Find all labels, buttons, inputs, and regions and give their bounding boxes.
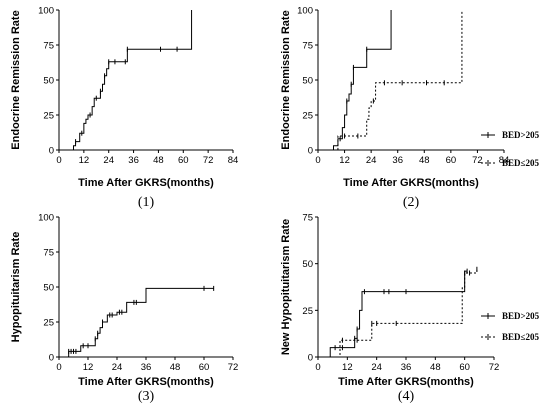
y-tick-label-1-1: 25 <box>43 111 54 122</box>
plot-area-2: 0 12 24 36 48 60 72 84 0 25 50 75 100 <box>297 6 509 167</box>
x-tick-label-1-5: 60 <box>178 155 189 166</box>
caption-3: (3) <box>138 389 155 404</box>
legend-label-4-1: BED>205 <box>502 311 540 321</box>
x-tick-label-3-1: 12 <box>83 362 94 373</box>
plot-area-1: 0 12 24 36 48 60 72 84 0 25 50 75 100 <box>38 6 238 167</box>
y-tick-label-3-3: 75 <box>43 248 54 259</box>
y-tick-label-1-2: 50 <box>43 76 54 87</box>
series-line-3-1 <box>59 287 214 358</box>
y-tick-label-4-3: 75 <box>302 213 313 224</box>
legend-entry-4-1: BED>205 <box>481 311 540 321</box>
x-tick-label-4-2: 24 <box>371 362 382 373</box>
x-tick-label-1-3: 36 <box>128 155 139 166</box>
y-tick-label-2-2: 50 <box>302 76 313 87</box>
series-line-4-2 <box>318 269 478 358</box>
y-tick-label-2-4: 100 <box>297 6 313 17</box>
legend-label-2-1: BED>205 <box>502 130 540 140</box>
series-line-2-2 <box>318 10 463 151</box>
y-tick-label-4-0: 0 <box>308 353 313 364</box>
x-tick-label-3-6: 72 <box>228 362 239 373</box>
xlabel-4: Time After GKRS(months) <box>338 376 474 388</box>
legend-entry-4-2: BED≤205 <box>481 332 539 342</box>
series-line-4-1 <box>318 270 468 358</box>
series-line-2-1 <box>318 10 392 151</box>
plot-area-3: 0 12 24 36 48 60 72 0 25 50 75 100 <box>38 213 238 374</box>
x-tick-label-4-1: 12 <box>342 362 353 373</box>
y-tick-label-3-4: 100 <box>38 213 54 224</box>
x-tick-label-1-2: 24 <box>103 155 114 166</box>
y-tick-label-3-0: 0 <box>49 353 54 364</box>
x-tick-label-4-3: 36 <box>401 362 412 373</box>
legend-4: BED>205 BED≤205 <box>481 311 540 342</box>
x-tick-label-2-5: 60 <box>446 155 457 166</box>
x-tick-label-3-0: 0 <box>56 362 61 373</box>
x-tick-label-2-7: 84 <box>499 155 510 166</box>
x-tick-label-3-4: 48 <box>170 362 181 373</box>
y-tick-label-1-3: 75 <box>43 41 54 52</box>
caption-2: (2) <box>403 195 420 210</box>
y-tick-label-3-2: 50 <box>43 283 54 294</box>
xlabel-2: Time After GKRS(months) <box>343 177 479 189</box>
panel-1: Endocrine Remission Rate Time After GKRS… <box>10 6 238 211</box>
ylabel-4: New Hypopituitarism Rate <box>280 219 292 355</box>
legend-entry-2-1: BED>205 <box>481 130 540 140</box>
x-tick-label-3-3: 36 <box>141 362 152 373</box>
y-tick-label-1-0: 0 <box>49 146 54 157</box>
x-tick-label-4-4: 48 <box>430 362 441 373</box>
ylabel-2: Endocrine Remission Rate <box>280 10 292 149</box>
y-tick-label-2-0: 0 <box>308 146 313 157</box>
y-tick-label-3-1: 25 <box>43 318 54 329</box>
x-tick-label-3-5: 60 <box>199 362 210 373</box>
x-tick-label-4-0: 0 <box>315 362 320 373</box>
legend-2: BED>205 BED≤205 <box>481 130 540 168</box>
x-tick-label-2-6: 72 <box>472 155 483 166</box>
y-tick-label-4-1: 25 <box>302 306 313 317</box>
x-tick-label-1-0: 0 <box>56 155 61 166</box>
x-tick-label-2-1: 12 <box>339 155 350 166</box>
legend-label-4-2: BED≤205 <box>502 332 539 342</box>
x-tick-label-1-6: 72 <box>203 155 214 166</box>
xlabel-1: Time After GKRS(months) <box>78 177 214 189</box>
x-tick-label-2-3: 36 <box>392 155 403 166</box>
panel-2: Endocrine Remission Rate Time After GKRS… <box>280 6 540 211</box>
x-tick-label-4-5: 60 <box>459 362 470 373</box>
ylabel-1: Endocrine Remission Rate <box>10 10 22 149</box>
x-tick-label-1-7: 84 <box>228 155 239 166</box>
caption-4: (4) <box>398 389 415 404</box>
x-tick-label-4-6: 72 <box>489 362 500 373</box>
series-line-1-1 <box>59 10 193 151</box>
plot-area-4: 0 12 24 36 48 60 72 0 25 50 75 <box>302 213 499 374</box>
y-tick-label-1-4: 100 <box>38 6 54 17</box>
x-tick-label-2-0: 0 <box>315 155 320 166</box>
x-tick-label-2-2: 24 <box>366 155 377 166</box>
xlabel-3: Time After GKRS(months) <box>78 376 214 388</box>
y-tick-label-4-2: 50 <box>302 259 313 270</box>
y-tick-label-2-1: 25 <box>302 111 313 122</box>
panel-3: Hypopituitarism Rate Time After GKRS(mon… <box>10 213 238 405</box>
legend-entry-2-2: BED≤205 <box>481 158 539 168</box>
x-tick-label-1-1: 12 <box>79 155 90 166</box>
panel-4: New Hypopituitarism Rate Time After GKRS… <box>280 213 540 405</box>
ylabel-3: Hypopituitarism Rate <box>10 232 22 343</box>
x-tick-label-2-4: 48 <box>419 155 430 166</box>
legend-label-2-2: BED≤205 <box>502 158 539 168</box>
y-tick-label-2-3: 75 <box>302 41 313 52</box>
x-tick-label-3-2: 24 <box>112 362 123 373</box>
x-tick-label-1-4: 48 <box>153 155 164 166</box>
caption-1: (1) <box>138 195 155 210</box>
